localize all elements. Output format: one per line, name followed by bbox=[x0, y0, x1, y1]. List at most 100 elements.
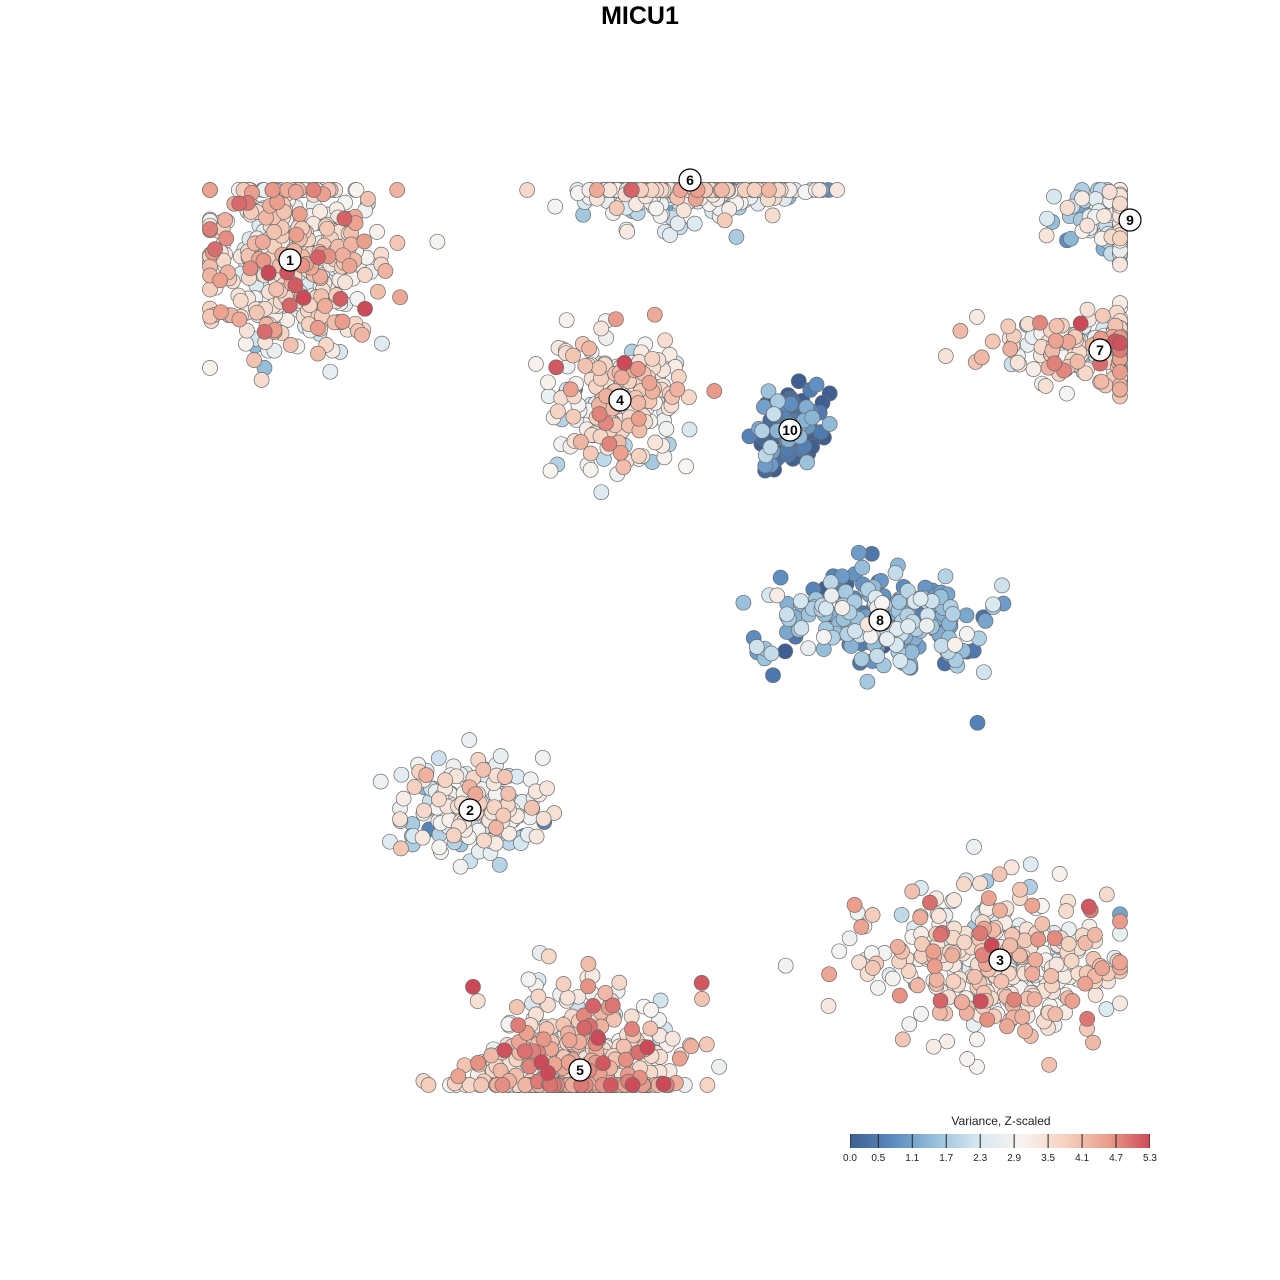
cell-point bbox=[1046, 930, 1063, 947]
cell-point bbox=[652, 992, 669, 1009]
cell-point bbox=[711, 1058, 727, 1075]
cell-point bbox=[268, 281, 285, 298]
cell-point bbox=[465, 978, 481, 995]
cell-point bbox=[231, 195, 248, 212]
cell-point bbox=[1009, 354, 1026, 371]
cell-point bbox=[748, 639, 765, 655]
cell-point bbox=[218, 230, 235, 247]
cell-point bbox=[295, 290, 312, 306]
cell-point bbox=[932, 926, 949, 943]
cell-point bbox=[1079, 217, 1096, 234]
svg-text:2: 2 bbox=[466, 802, 474, 818]
cell-point bbox=[341, 257, 358, 274]
cell-point bbox=[1002, 937, 1018, 954]
cluster-label: 8 bbox=[868, 608, 892, 632]
legend-title: Variance, Z-scaled bbox=[951, 1114, 1051, 1128]
cell-point bbox=[639, 1039, 656, 1056]
cell-point bbox=[944, 606, 961, 622]
cell-point bbox=[664, 1030, 681, 1047]
cell-point bbox=[602, 1077, 619, 1093]
cell-point bbox=[716, 212, 733, 229]
cell-point bbox=[254, 234, 271, 250]
cell-point bbox=[501, 825, 517, 842]
cell-point bbox=[540, 948, 557, 965]
cell-point bbox=[260, 264, 277, 281]
cell-point bbox=[591, 406, 608, 422]
cell-point bbox=[772, 569, 789, 586]
cell-point bbox=[979, 1011, 996, 1028]
cell-point bbox=[572, 434, 589, 450]
cell-point bbox=[1038, 227, 1055, 244]
cluster-label: 9 bbox=[1118, 208, 1142, 232]
cell-point bbox=[994, 577, 1010, 594]
cell-point bbox=[452, 858, 469, 875]
cell-point bbox=[1017, 1023, 1033, 1039]
svg-text:1: 1 bbox=[286, 252, 294, 268]
cell-point bbox=[1003, 859, 1020, 876]
cell-point bbox=[869, 648, 886, 664]
cell-point bbox=[914, 936, 930, 952]
cell-point bbox=[972, 993, 989, 1010]
cell-point bbox=[699, 1077, 716, 1093]
cell-point bbox=[256, 323, 273, 340]
cell-point bbox=[1030, 931, 1046, 948]
cell-point bbox=[892, 653, 909, 669]
cell-point bbox=[1087, 987, 1104, 1003]
cell-point bbox=[909, 977, 926, 994]
cell-point bbox=[800, 640, 817, 657]
cell-point bbox=[420, 1077, 437, 1093]
cell-point bbox=[623, 182, 640, 198]
cell-point bbox=[1101, 184, 1118, 200]
cell-point bbox=[1077, 975, 1094, 992]
cell-point bbox=[392, 289, 408, 306]
cell-point bbox=[287, 277, 304, 294]
cell-point bbox=[1043, 968, 1059, 984]
cell-point bbox=[669, 215, 686, 232]
legend-colorbar bbox=[850, 1134, 1150, 1148]
cell-point bbox=[678, 458, 694, 475]
cell-point bbox=[488, 819, 504, 836]
cell-point bbox=[580, 978, 596, 995]
cell-point bbox=[1026, 991, 1043, 1008]
cell-point bbox=[585, 998, 601, 1014]
cell-point bbox=[693, 975, 710, 991]
cluster-label: 2 bbox=[458, 798, 482, 822]
cell-point bbox=[202, 221, 218, 237]
cell-point bbox=[548, 359, 565, 376]
cell-point bbox=[879, 631, 895, 647]
cell-point bbox=[859, 673, 876, 690]
cell-point bbox=[535, 1031, 552, 1048]
cell-point bbox=[357, 267, 373, 283]
cell-point bbox=[714, 182, 730, 198]
cell-point bbox=[232, 292, 249, 309]
cell-point bbox=[469, 993, 486, 1009]
cell-point bbox=[959, 626, 975, 642]
cell-point bbox=[1112, 230, 1128, 247]
cell-point bbox=[282, 337, 299, 353]
cell-point bbox=[648, 200, 665, 217]
cell-point bbox=[461, 732, 478, 748]
cell-point bbox=[491, 856, 508, 873]
cell-point bbox=[947, 636, 963, 653]
svg-text:10: 10 bbox=[782, 422, 798, 438]
cell-point bbox=[291, 206, 308, 222]
cell-point bbox=[202, 182, 218, 198]
cell-point bbox=[1037, 378, 1054, 394]
cell-point bbox=[393, 840, 409, 857]
cell-point bbox=[1046, 188, 1062, 205]
cell-point bbox=[389, 235, 406, 251]
cell-point bbox=[694, 991, 710, 1007]
cell-point bbox=[1094, 960, 1111, 977]
cell-point bbox=[1112, 381, 1128, 398]
cell-point bbox=[612, 444, 629, 461]
cell-point bbox=[847, 623, 863, 639]
cell-point bbox=[969, 309, 985, 325]
cell-point bbox=[1011, 947, 1028, 964]
cell-point bbox=[646, 306, 663, 323]
cell-point bbox=[1058, 903, 1075, 919]
cell-point bbox=[851, 954, 867, 971]
cell-point bbox=[590, 1030, 606, 1046]
cell-point bbox=[790, 373, 807, 390]
cell-point bbox=[662, 227, 678, 243]
legend-tick-label: 2.3 bbox=[973, 1153, 988, 1164]
